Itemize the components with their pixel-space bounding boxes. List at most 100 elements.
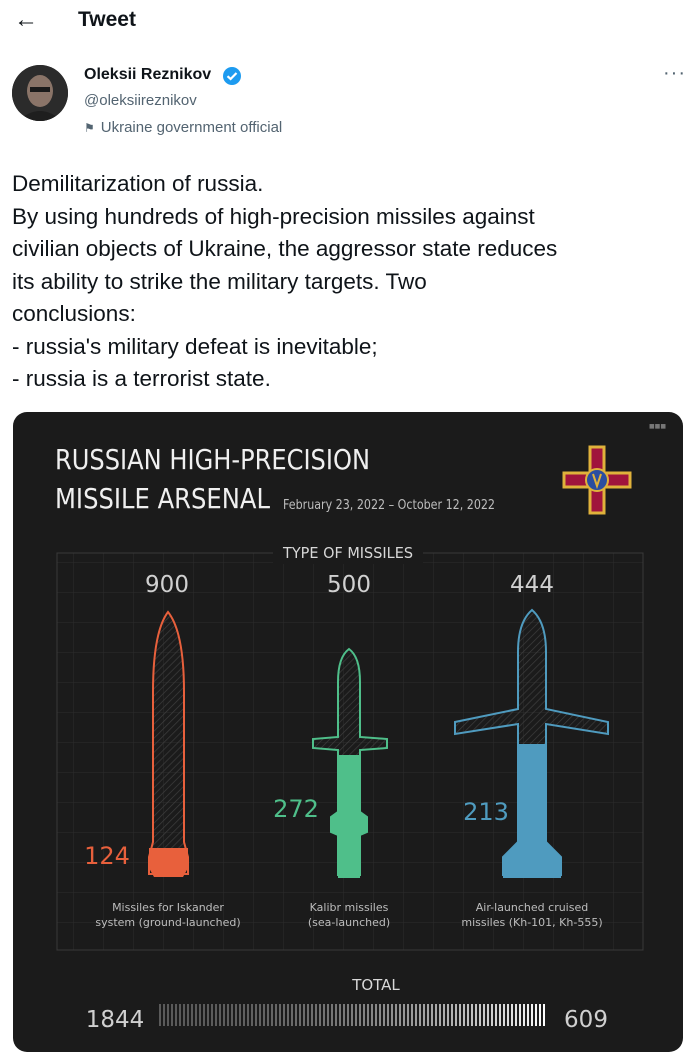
total-bar-stripe	[491, 1004, 493, 1026]
top-bar: ← Tweet	[0, 0, 698, 42]
total-bar-stripe	[327, 1004, 329, 1026]
total-bar-stripe	[543, 1004, 545, 1026]
total-bar-stripe	[367, 1004, 369, 1026]
total-bar-stripe	[315, 1004, 317, 1026]
kalibr-category-line2: (sea-launched)	[308, 916, 390, 929]
total-bar-stripe	[207, 1004, 209, 1026]
total-bar-stripe	[279, 1004, 281, 1026]
tweet-line: - russia is a terrorist state.	[12, 366, 271, 391]
government-label: ⚑ Ukraine government official	[84, 119, 282, 136]
total-bar-stripe	[415, 1004, 417, 1026]
total-bar-stripe	[311, 1004, 313, 1026]
total-bar-stripe	[335, 1004, 337, 1026]
total-bar-stripe	[539, 1004, 541, 1026]
date-range: February 23, 2022 – October 12, 2022	[283, 498, 495, 513]
total-bar-stripe	[187, 1004, 189, 1026]
total-bar-stripe	[407, 1004, 409, 1026]
total-bar-stripe	[271, 1004, 273, 1026]
total-bar-stripe	[219, 1004, 221, 1026]
iskander-remaining-fill	[149, 848, 188, 877]
total-bar-stripe	[319, 1004, 321, 1026]
total-bar-stripe	[475, 1004, 477, 1026]
total-bar-stripe	[235, 1004, 237, 1026]
total-bar-stripe	[411, 1004, 413, 1026]
total-bar-stripe	[195, 1004, 197, 1026]
tweet-media-infographic[interactable]: ■■■ RUSSIAN HIGH-PRECISION MISSILE ARSEN…	[13, 412, 683, 1052]
total-bar-stripe	[451, 1004, 453, 1026]
total-bar-stripe	[519, 1004, 521, 1026]
total-bar-stripe	[359, 1004, 361, 1026]
total-bar-stripe	[351, 1004, 353, 1026]
total-bar-stripe	[439, 1004, 441, 1026]
total-bar-stripe	[379, 1004, 381, 1026]
total-bar-stripe	[371, 1004, 373, 1026]
kh-total-label: 444	[510, 572, 554, 598]
total-bar-stripe	[363, 1004, 365, 1026]
total-bar-stripe	[447, 1004, 449, 1026]
total-bar-stripe	[223, 1004, 225, 1026]
total-bar-stripe	[255, 1004, 257, 1026]
total-bar-stripe	[167, 1004, 169, 1026]
avatar[interactable]	[12, 65, 68, 121]
kalibr-remaining-fill	[331, 755, 367, 878]
total-bar-stripe	[471, 1004, 473, 1026]
total-bar-stripe	[499, 1004, 501, 1026]
infographic-title-line1: RUSSIAN HIGH-PRECISION	[55, 443, 370, 476]
total-bar-stripe	[339, 1004, 341, 1026]
total-bar-stripe	[227, 1004, 229, 1026]
total-bar-stripe	[383, 1004, 385, 1026]
total-bar-stripe	[323, 1004, 325, 1026]
total-bar-stripe	[159, 1004, 161, 1026]
total-bar-stripe	[275, 1004, 277, 1026]
total-bar-stripe	[163, 1004, 165, 1026]
tweet-line: civilian objects of Ukraine, the aggress…	[12, 236, 558, 261]
ministry-of-defence-emblem	[562, 445, 632, 515]
corner-mark: ■■■	[649, 423, 666, 430]
infographic-title-line2: MISSILE ARSENAL	[55, 482, 270, 515]
total-bar-stripe	[503, 1004, 505, 1026]
total-bar-stripe	[515, 1004, 517, 1026]
total-bar-stripe	[247, 1004, 249, 1026]
infographic-svg: ■■■ RUSSIAN HIGH-PRECISION MISSILE ARSEN…	[55, 423, 666, 1033]
verified-badge-icon	[223, 67, 241, 85]
more-options-icon[interactable]: ···	[663, 62, 686, 84]
total-bar-stripe	[243, 1004, 245, 1026]
total-bar-stripe	[391, 1004, 393, 1026]
total-bar-stripe	[399, 1004, 401, 1026]
iskander-category-line2: system (ground-launched)	[95, 916, 240, 929]
total-bar-stripe	[251, 1004, 253, 1026]
kh-category-line2: missiles (Kh-101, Kh-555)	[461, 916, 602, 929]
iskander-total-label: 900	[145, 572, 189, 598]
total-bar-stripe	[427, 1004, 429, 1026]
iskander-category-line1: Missiles for Iskander	[112, 901, 224, 914]
total-bar-stripe	[431, 1004, 433, 1026]
arrow-left-icon[interactable]: ←	[14, 6, 38, 33]
total-bar-stripe	[531, 1004, 533, 1026]
kh-category-line1: Air-launched cruised	[476, 901, 588, 914]
kalibr-missile	[312, 647, 388, 878]
total-bar-stripe	[263, 1004, 265, 1026]
total-bar-stripe	[299, 1004, 301, 1026]
total-bar-stripe	[355, 1004, 357, 1026]
tweet-line: its ability to strike the military targe…	[12, 268, 427, 294]
iskander-missile	[148, 610, 189, 877]
total-bar-stripe	[203, 1004, 205, 1026]
iskander-remaining-label: 124	[84, 842, 130, 870]
total-bar-stripe	[403, 1004, 405, 1026]
total-bar-stripe	[291, 1004, 293, 1026]
author-handle[interactable]: @oleksiireznikov	[84, 92, 197, 109]
total-bar-stripe	[239, 1004, 241, 1026]
total-bar-stripe	[423, 1004, 425, 1026]
total-bar-stripe	[303, 1004, 305, 1026]
author-name[interactable]: Oleksii Reznikov	[84, 66, 212, 83]
total-bar-stripe	[191, 1004, 193, 1026]
total-right-value: 609	[564, 1007, 608, 1033]
total-bar-stripe	[419, 1004, 421, 1026]
tweet-line: - russia's military defeat is inevitable…	[12, 333, 378, 359]
page-title: Tweet	[78, 8, 136, 31]
kh-remaining-fill	[503, 744, 561, 878]
kh-remaining-label: 213	[463, 798, 509, 826]
total-bar-stripe	[527, 1004, 529, 1026]
total-label: TOTAL	[351, 976, 400, 994]
total-bar-stripe	[211, 1004, 213, 1026]
